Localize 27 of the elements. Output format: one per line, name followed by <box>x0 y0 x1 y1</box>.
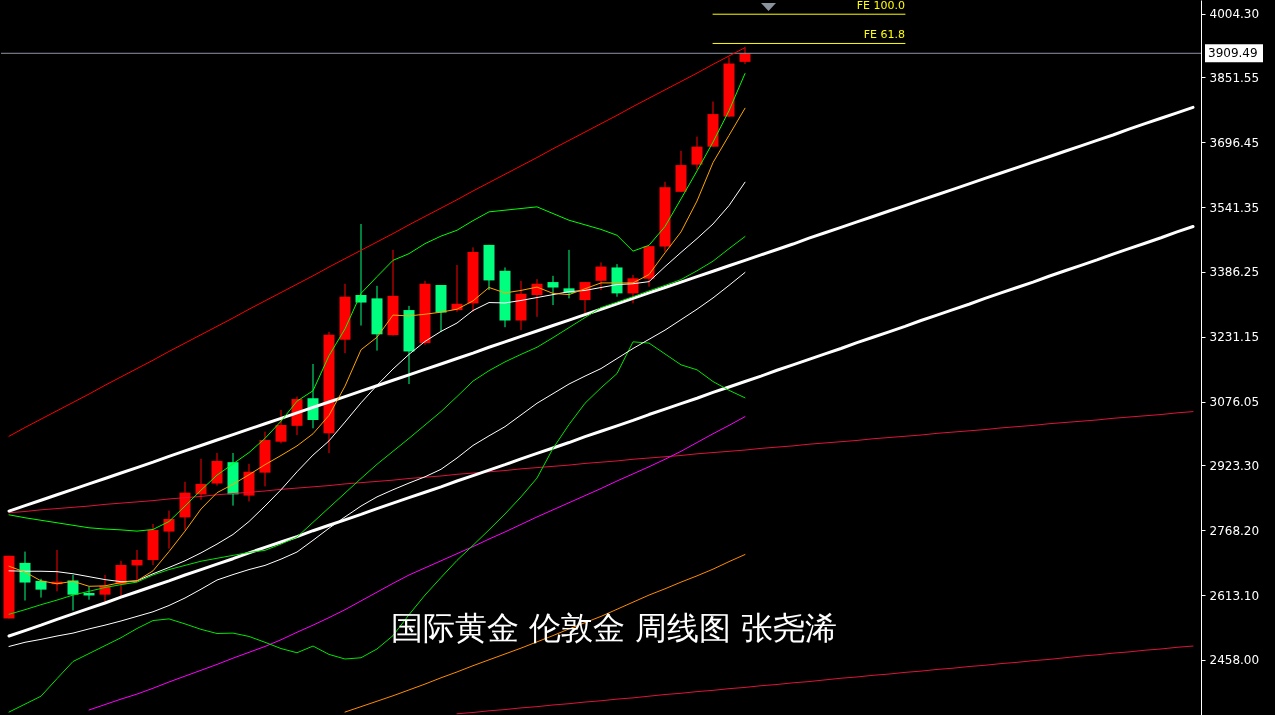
candlestick <box>211 452 223 487</box>
series-label: FE 61.8 <box>863 28 905 42</box>
y-tick-label: 3696.45 <box>1209 135 1260 150</box>
candlestick <box>35 578 47 599</box>
candlestick <box>131 549 143 583</box>
line-series <box>8 411 1194 514</box>
y-tick-label: 3541.35 <box>1209 200 1260 215</box>
ref-line-label: 3909.49 <box>1208 46 1258 61</box>
y-tick-label: 3231.15 <box>1209 330 1260 345</box>
y-tick-label: 2613.10 <box>1209 588 1260 603</box>
candlestick <box>163 510 175 550</box>
y-tick-label: 3386.25 <box>1209 265 1260 280</box>
y-tick-label: 3076.05 <box>1209 395 1260 410</box>
candlestick <box>547 275 559 306</box>
candlestick <box>275 409 287 444</box>
series-label: FE 100.0 <box>856 0 905 13</box>
y-tick-label: 2923.30 <box>1209 458 1260 473</box>
y-tick-label: 2458.00 <box>1209 653 1260 668</box>
y-tick-label: 2768.20 <box>1209 523 1260 538</box>
candlestick <box>355 223 367 327</box>
candlestick <box>691 136 703 171</box>
candlestick <box>595 261 607 291</box>
line-series <box>456 645 1194 715</box>
y-tick-label: 3851.55 <box>1209 71 1260 85</box>
candlestick <box>19 551 31 601</box>
y-tick-label: 4004.30 <box>1209 7 1260 22</box>
line-series <box>8 73 746 532</box>
